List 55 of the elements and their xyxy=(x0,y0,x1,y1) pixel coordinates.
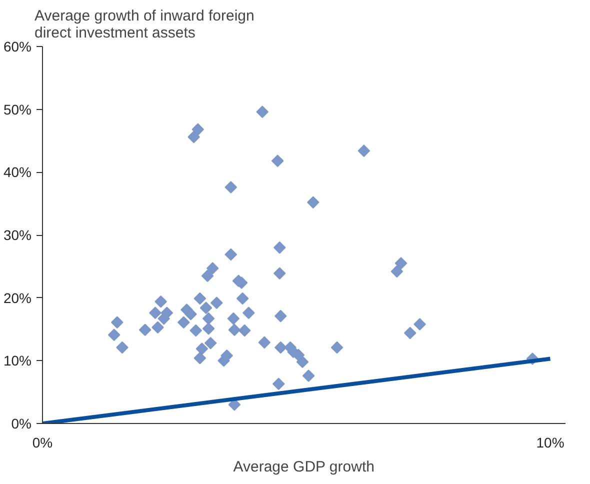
point xyxy=(202,312,215,325)
point xyxy=(138,324,152,336)
point xyxy=(358,144,370,157)
point xyxy=(202,322,215,335)
point xyxy=(154,295,167,308)
point xyxy=(258,336,271,349)
point xyxy=(224,181,238,194)
point xyxy=(178,316,190,328)
point xyxy=(274,341,287,354)
point xyxy=(227,312,240,325)
point xyxy=(256,106,269,118)
point xyxy=(116,341,128,354)
x-axis-title: Average GDP growth xyxy=(233,458,374,476)
y-axis-title: Average growth of inward foreign direct investment assets xyxy=(34,8,254,42)
point xyxy=(184,308,197,320)
point xyxy=(196,342,208,355)
point xyxy=(404,326,416,340)
y-tick-label: 30% xyxy=(3,227,32,243)
point xyxy=(302,370,315,382)
point xyxy=(108,328,120,342)
point xyxy=(204,336,217,350)
point xyxy=(273,241,286,254)
point xyxy=(152,321,164,334)
point xyxy=(190,324,202,337)
point xyxy=(149,306,162,320)
y-tick-label: 10% xyxy=(3,352,32,369)
y-tick-label: 0% xyxy=(11,416,32,432)
y-tick-label: 40% xyxy=(3,164,32,180)
point xyxy=(200,302,212,314)
point xyxy=(194,352,206,364)
point xyxy=(188,130,200,144)
point xyxy=(228,324,241,336)
point xyxy=(271,154,284,168)
point xyxy=(210,296,223,310)
point xyxy=(224,248,238,261)
point xyxy=(238,324,251,337)
y-tick-label: 50% xyxy=(3,101,32,118)
point xyxy=(236,292,249,305)
point xyxy=(194,292,206,305)
point xyxy=(242,306,255,320)
point xyxy=(296,356,309,368)
y-tick-label: 20% xyxy=(3,290,32,306)
point xyxy=(414,318,426,330)
point xyxy=(394,257,408,270)
point xyxy=(201,270,214,282)
y-tick-label: 60% xyxy=(3,38,32,54)
point xyxy=(192,123,204,136)
point xyxy=(272,378,285,390)
point xyxy=(330,341,344,354)
point xyxy=(273,267,286,280)
point xyxy=(274,310,287,322)
point xyxy=(110,316,124,328)
point xyxy=(390,265,404,278)
point xyxy=(306,196,320,208)
point xyxy=(206,262,219,274)
